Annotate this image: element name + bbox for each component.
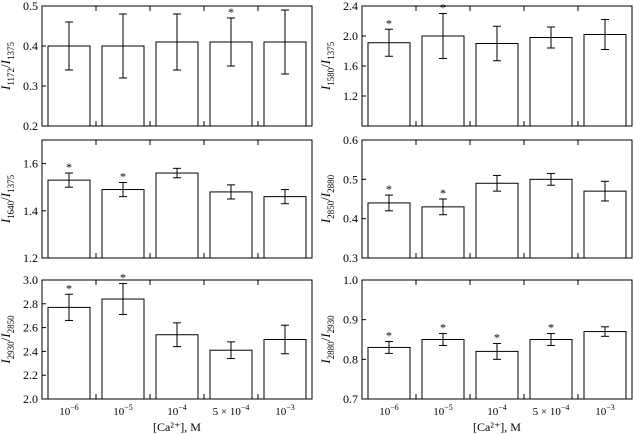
y-tick-label: 0.5 <box>23 0 38 13</box>
x-tick-label: 5 × 10−4 <box>213 403 250 418</box>
y-tick-label: 0.4 <box>343 212 358 226</box>
bar <box>421 339 465 400</box>
y-tick-label: 0.9 <box>343 313 358 327</box>
x-tick-label: 10−4 <box>487 403 507 418</box>
y-tick-label: 2.4 <box>343 0 358 13</box>
y-tick-label: 1.6 <box>23 157 38 171</box>
bar <box>421 206 465 259</box>
y-tick-label: 1.4 <box>23 204 38 218</box>
significance-star: * <box>386 328 392 342</box>
y-tick-label: 2.6 <box>23 321 38 335</box>
bar <box>101 189 145 259</box>
y-tick-label: 0.3 <box>343 251 358 265</box>
y-tick-label: 0.6 <box>343 133 358 147</box>
bar <box>583 331 627 400</box>
y-tick-label: 2.8 <box>23 297 38 311</box>
bar <box>155 172 199 259</box>
y-tick-label: 2.0 <box>23 392 38 406</box>
significance-star: * <box>228 5 234 19</box>
significance-star: * <box>120 271 126 285</box>
x-tick-label: 10−5 <box>113 403 133 418</box>
x-tick-label: 10−4 <box>167 403 187 418</box>
bar <box>529 178 573 259</box>
bar <box>367 346 411 400</box>
bar <box>529 339 573 400</box>
x-tick-label: 10−3 <box>595 403 615 418</box>
y-axis-label: I1640/I1375 <box>0 174 16 224</box>
panel-top-left: 0.2 0.3 0.4 0.5 * I1172/I1375 <box>0 0 313 133</box>
x-axis-label: [Ca²⁺], M <box>473 420 521 434</box>
significance-star: * <box>548 321 554 335</box>
x-tick-label: 10−3 <box>275 403 295 418</box>
significance-star: * <box>494 330 500 344</box>
bar <box>263 196 307 259</box>
x-tick-label: 5 × 10−4 <box>533 403 570 418</box>
bar <box>47 179 91 259</box>
bar <box>529 37 573 127</box>
panel-bottom-right: 0.7 0.8 0.9 1.0 * * * * 10−6 10−5 10−4 5 × 10−4 10−3… <box>318 273 633 434</box>
panel-middle-left: 1.2 1.4 1.6 * * I1640/I1375 <box>0 139 313 265</box>
significance-star: * <box>120 169 126 183</box>
y-tick-label: 2.0 <box>343 29 358 43</box>
bar <box>475 182 519 259</box>
y-tick-label: 1.2 <box>23 251 38 265</box>
significance-star: * <box>66 160 72 174</box>
y-tick-label: 0.7 <box>343 392 358 406</box>
bar <box>209 191 253 259</box>
significance-star: * <box>440 1 446 15</box>
panel-middle-right: 0.3 0.4 0.5 0.6 * * I2850/I2880 <box>318 133 633 265</box>
x-tick-label: 10−6 <box>59 403 79 418</box>
significance-star: * <box>440 186 446 200</box>
y-tick-label: 2.4 <box>23 344 38 358</box>
y-axis-label: I1580/I1375 <box>318 41 336 91</box>
panel-bottom-left: 2.0 2.2 2.4 2.6 2.8 3.0 * * 10−6 10−5 10−4 5 × 10−4… <box>0 271 313 434</box>
bar <box>47 306 91 400</box>
y-tick-label: 1.2 <box>343 89 358 103</box>
y-tick-label: 2.2 <box>23 368 38 382</box>
x-tick-label: 10−5 <box>433 403 453 418</box>
y-tick-label: 3.0 <box>23 273 38 287</box>
significance-star: * <box>386 16 392 30</box>
bar <box>367 202 411 259</box>
x-tick-label: 10−6 <box>379 403 399 418</box>
y-tick-label: 1.6 <box>343 59 358 73</box>
x-axis-label: [Ca²⁺], M <box>153 420 201 434</box>
y-tick-label: 0.4 <box>23 39 38 53</box>
y-axis-label: I2850/I2880 <box>318 174 336 224</box>
significance-star: * <box>66 281 72 295</box>
y-axis-label: I2880/I2930 <box>318 315 336 365</box>
y-tick-label: 0.3 <box>23 79 38 93</box>
y-axis-label: I1172/I1375 <box>0 42 16 91</box>
y-tick-label: 0.5 <box>343 172 358 186</box>
significance-star: * <box>440 321 446 335</box>
y-tick-label: 0.2 <box>23 119 38 133</box>
y-axis-label: I2930/I2850 <box>0 315 16 365</box>
y-tick-label: 0.8 <box>343 352 358 366</box>
panel-top-right: 1.2 1.6 2.0 2.4 * * I1580/I1375 <box>318 0 633 127</box>
y-tick-label: 1.0 <box>343 273 358 287</box>
significance-star: * <box>386 182 392 196</box>
